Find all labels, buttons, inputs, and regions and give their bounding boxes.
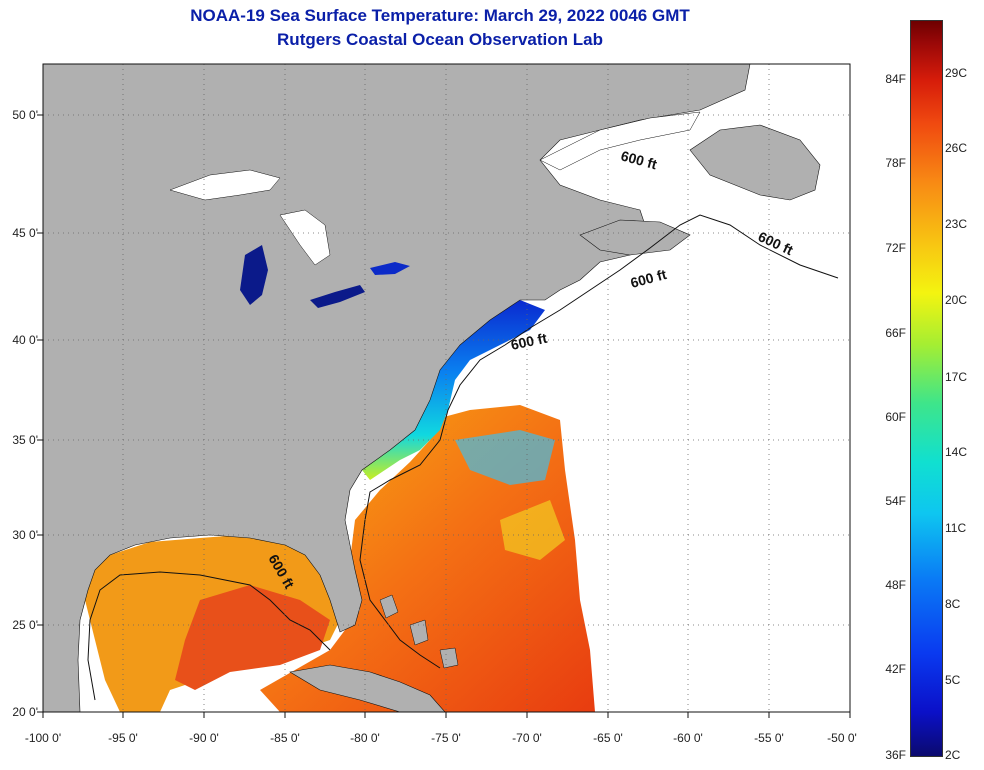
lon-label: -80 0' xyxy=(350,731,380,745)
lat-label: 45 0' xyxy=(12,226,38,240)
axis-ticks xyxy=(37,114,851,718)
lake-huron xyxy=(279,209,331,266)
map-subtitle: Rutgers Coastal Ocean Observation Lab xyxy=(277,30,603,49)
colorbar-c-label: 20C xyxy=(945,293,968,307)
lat-label: 25 0' xyxy=(12,618,38,632)
temperature-colorbar xyxy=(910,20,943,757)
lon-label: -70 0' xyxy=(512,731,542,745)
colorbar-f-label: 36F xyxy=(885,748,906,762)
land-newfoundland xyxy=(689,124,821,201)
contour-600ft xyxy=(87,214,839,701)
land-bahamas xyxy=(379,594,459,669)
lake-superior xyxy=(169,169,281,201)
grid xyxy=(43,64,850,712)
colorbar-c-label: 23C xyxy=(945,217,968,231)
map-title: NOAA-19 Sea Surface Temperature: March 2… xyxy=(190,6,690,25)
lon-label: -90 0' xyxy=(189,731,219,745)
colorbar-f-label: 78F xyxy=(885,156,906,170)
sst-coastal-band xyxy=(362,300,545,480)
colorbar-c-label: 11C xyxy=(945,521,967,535)
sst-gulf-warm xyxy=(175,585,330,690)
lon-label: -100 0' xyxy=(24,731,62,745)
colorbar-f-label: 42F xyxy=(885,662,906,676)
colorbar-f-label: 66F xyxy=(885,326,906,340)
colorbar-c-label: 8C xyxy=(945,597,961,611)
colorbar-f-label: 54F xyxy=(885,494,906,508)
st-lawrence xyxy=(539,111,701,171)
sst-cool-patch xyxy=(455,430,555,485)
lon-label: -95 0' xyxy=(108,731,138,745)
land-north-america xyxy=(43,64,751,712)
sst-mixed-patch xyxy=(500,500,565,560)
colorbar-c-label: 26C xyxy=(945,141,968,155)
lon-label: -85 0' xyxy=(270,731,300,745)
lake-ontario xyxy=(370,262,410,275)
lat-label: 40 0' xyxy=(12,333,38,347)
lat-label: 35 0' xyxy=(12,433,38,447)
land-nova-scotia xyxy=(579,219,691,256)
lon-label: -50 0' xyxy=(827,731,857,745)
lat-label: 50 0' xyxy=(12,108,38,122)
lon-label: -75 0' xyxy=(431,731,461,745)
colorbar-c-label: 29C xyxy=(945,66,968,80)
colorbar-c-label: 5C xyxy=(945,673,961,687)
land-cuba xyxy=(289,664,446,712)
colorbar-f-label: 60F xyxy=(885,410,906,424)
contour-label: 600 ft xyxy=(509,330,548,353)
colorbar-c-label: 2C xyxy=(945,748,961,762)
colorbar-f-label: 48F xyxy=(885,578,906,592)
lon-label: -65 0' xyxy=(593,731,623,745)
lon-label: -55 0' xyxy=(754,731,784,745)
lake-erie xyxy=(310,285,365,308)
colorbar-f-label: 72F xyxy=(885,241,906,255)
lat-label: 20 0' xyxy=(12,705,38,719)
lon-label: -60 0' xyxy=(673,731,703,745)
lat-label: 30 0' xyxy=(12,528,38,542)
colorbar-c-label: 14C xyxy=(945,445,968,459)
lake-michigan xyxy=(240,245,268,305)
colorbar-c-label: 17C xyxy=(945,370,968,384)
colorbar-f-label: 84F xyxy=(885,72,906,86)
